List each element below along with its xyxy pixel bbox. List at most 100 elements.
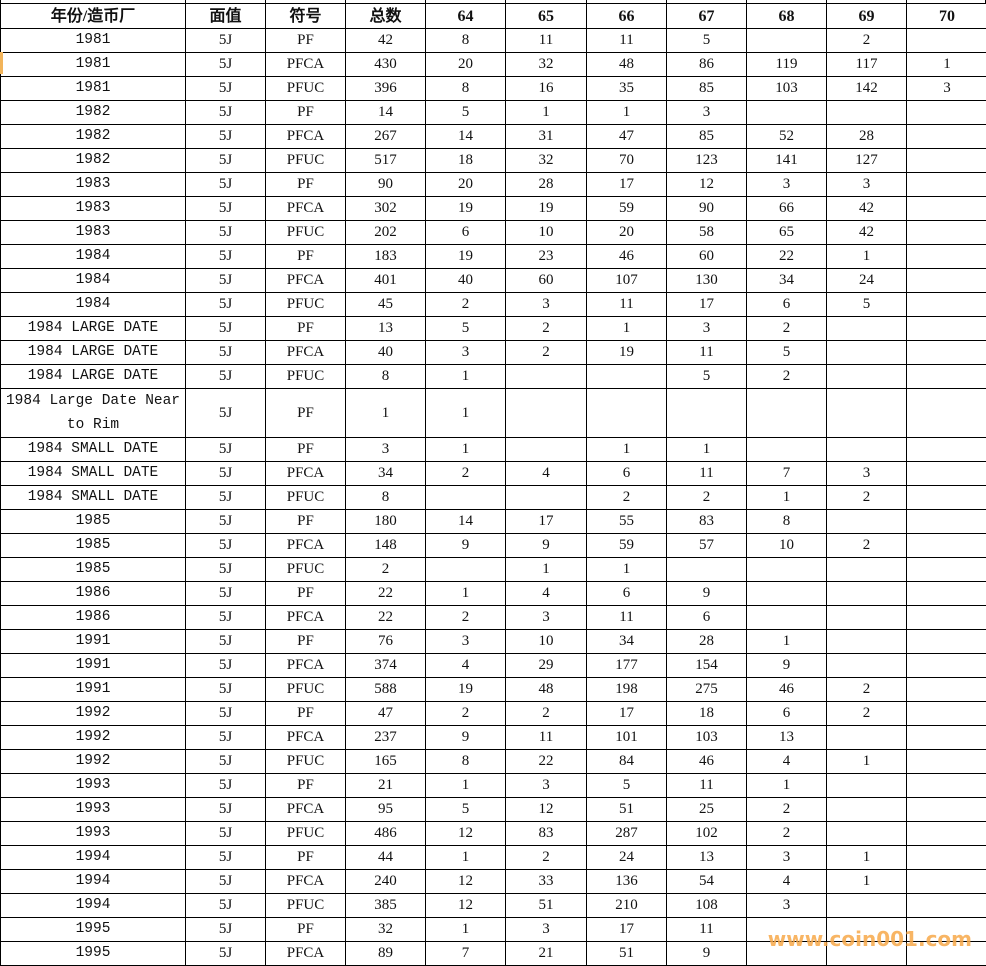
table-cell[interactable]: 8 <box>346 365 426 389</box>
column-header[interactable]: 66 <box>587 4 667 29</box>
table-cell[interactable] <box>827 726 907 750</box>
table-cell[interactable]: 9 <box>667 582 747 606</box>
table-cell[interactable] <box>827 630 907 654</box>
table-cell[interactable]: 34 <box>747 269 827 293</box>
table-cell[interactable]: 57 <box>667 534 747 558</box>
table-cell[interactable]: 2 <box>587 486 667 510</box>
table-cell[interactable]: 2 <box>827 29 907 53</box>
table-cell[interactable]: 12 <box>667 173 747 197</box>
table-cell[interactable]: PFUC <box>266 221 346 245</box>
table-cell[interactable]: 23 <box>506 245 587 269</box>
table-cell[interactable]: 1 <box>827 750 907 774</box>
table-cell[interactable]: 1993 <box>1 774 186 798</box>
table-cell[interactable]: 11 <box>667 341 747 365</box>
table-cell[interactable]: 46 <box>747 678 827 702</box>
table-cell[interactable]: 130 <box>667 269 747 293</box>
table-cell[interactable]: 177 <box>587 654 667 678</box>
table-cell[interactable]: 51 <box>587 942 667 966</box>
table-cell[interactable]: 5J <box>186 822 266 846</box>
table-cell[interactable]: 32 <box>346 918 426 942</box>
table-cell[interactable]: 8 <box>426 750 506 774</box>
table-cell[interactable]: 70 <box>587 149 667 173</box>
table-cell[interactable]: 1984 LARGE DATE <box>1 365 186 389</box>
table-cell[interactable]: 210 <box>587 894 667 918</box>
table-cell[interactable]: 5J <box>186 173 266 197</box>
table-cell[interactable]: 275 <box>667 678 747 702</box>
table-cell[interactable]: 4 <box>506 462 587 486</box>
table-cell[interactable] <box>827 894 907 918</box>
table-cell[interactable]: 3 <box>667 101 747 125</box>
table-cell[interactable]: 48 <box>587 53 667 77</box>
table-cell[interactable] <box>747 29 827 53</box>
table-cell[interactable] <box>907 870 986 894</box>
table-cell[interactable]: 1 <box>747 774 827 798</box>
table-cell[interactable] <box>907 341 986 365</box>
table-cell[interactable]: 1992 <box>1 750 186 774</box>
table-cell[interactable]: 302 <box>346 197 426 221</box>
table-cell[interactable]: 86 <box>667 53 747 77</box>
table-cell[interactable]: 3 <box>747 846 827 870</box>
table-cell[interactable]: 12 <box>426 870 506 894</box>
table-cell[interactable] <box>827 438 907 462</box>
table-cell[interactable] <box>506 438 587 462</box>
table-cell[interactable]: 5J <box>186 438 266 462</box>
table-cell[interactable]: 5J <box>186 702 266 726</box>
table-cell[interactable]: 5J <box>186 77 266 101</box>
table-cell[interactable]: 1 <box>426 774 506 798</box>
table-cell[interactable]: 46 <box>587 245 667 269</box>
table-cell[interactable]: 11 <box>667 918 747 942</box>
table-cell[interactable]: 1 <box>426 438 506 462</box>
table-cell[interactable]: 1 <box>827 846 907 870</box>
table-cell[interactable]: 2 <box>426 702 506 726</box>
table-cell[interactable]: 20 <box>426 173 506 197</box>
table-cell[interactable]: 5J <box>186 558 266 582</box>
table-cell[interactable]: 5J <box>186 245 266 269</box>
table-cell[interactable]: 66 <box>747 197 827 221</box>
table-cell[interactable]: 5J <box>186 101 266 125</box>
table-cell[interactable]: 1 <box>587 317 667 341</box>
table-cell[interactable]: 127 <box>827 149 907 173</box>
table-cell[interactable]: 385 <box>346 894 426 918</box>
table-cell[interactable] <box>907 293 986 317</box>
column-header[interactable]: 69 <box>827 4 907 29</box>
table-cell[interactable]: 2 <box>667 486 747 510</box>
table-cell[interactable]: 59 <box>587 197 667 221</box>
table-cell[interactable]: PFUC <box>266 678 346 702</box>
table-cell[interactable]: 2 <box>346 558 426 582</box>
table-cell[interactable]: 5J <box>186 365 266 389</box>
table-cell[interactable]: 24 <box>827 269 907 293</box>
table-cell[interactable]: 1994 <box>1 870 186 894</box>
table-cell[interactable]: 5 <box>587 774 667 798</box>
table-cell[interactable]: 267 <box>346 125 426 149</box>
table-cell[interactable]: 1 <box>907 53 986 77</box>
table-cell[interactable]: 59 <box>587 534 667 558</box>
table-cell[interactable]: 6 <box>426 221 506 245</box>
table-cell[interactable]: 90 <box>346 173 426 197</box>
table-cell[interactable]: 588 <box>346 678 426 702</box>
table-cell[interactable]: 8 <box>346 486 426 510</box>
table-cell[interactable]: 5 <box>747 341 827 365</box>
table-cell[interactable]: 1981 <box>1 77 186 101</box>
table-cell[interactable]: 1995 <box>1 942 186 966</box>
table-cell[interactable]: 12 <box>426 822 506 846</box>
table-cell[interactable]: 8 <box>747 510 827 534</box>
table-cell[interactable]: 60 <box>506 269 587 293</box>
table-cell[interactable]: 6 <box>747 293 827 317</box>
table-cell[interactable] <box>907 798 986 822</box>
table-cell[interactable]: 287 <box>587 822 667 846</box>
table-cell[interactable]: 1991 <box>1 630 186 654</box>
table-cell[interactable]: 1 <box>426 389 506 438</box>
table-cell[interactable]: 18 <box>426 149 506 173</box>
table-cell[interactable]: PFUC <box>266 293 346 317</box>
table-cell[interactable]: 1986 <box>1 582 186 606</box>
table-cell[interactable]: 4 <box>506 582 587 606</box>
column-header[interactable]: 总数 <box>346 4 426 29</box>
table-cell[interactable] <box>907 389 986 438</box>
table-cell[interactable]: 5J <box>186 510 266 534</box>
table-cell[interactable]: 1983 <box>1 221 186 245</box>
table-cell[interactable]: 32 <box>506 53 587 77</box>
table-cell[interactable] <box>907 149 986 173</box>
table-cell[interactable]: 2 <box>426 293 506 317</box>
table-cell[interactable]: 3 <box>747 894 827 918</box>
table-cell[interactable]: 19 <box>506 197 587 221</box>
